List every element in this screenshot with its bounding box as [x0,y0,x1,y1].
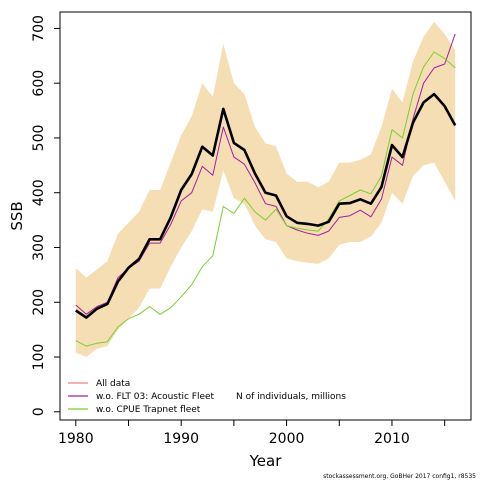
uncertainty-band-layer [75,21,456,358]
series-layer [75,33,457,347]
base-estimate-line [75,92,457,319]
x-tick-label: 1980 [58,431,94,447]
y-tick-label: 200 [31,289,47,316]
confidence-band [75,21,456,358]
y-tick-label: 0 [31,407,47,416]
y-tick-label: 600 [31,70,47,97]
y-tick-label: 400 [31,179,47,206]
y-tick-label: 300 [31,234,47,261]
y-tick-label: 500 [31,125,47,152]
y-axis-label: SSB [8,201,26,230]
y-axis: 0 100 200 300 400 500 600 700 [31,15,60,416]
legend-label: All data [96,379,130,389]
legend: All data w.o. FLT 03: Acoustic Fleet w.o. … [68,379,346,415]
y-tick-label: 700 [31,15,47,42]
series-line-1 [75,33,456,315]
series-line-2 [75,51,456,347]
x-tick-label: 1990 [163,431,199,447]
x-axis-label: Year [249,452,283,470]
x-tick-label: 2000 [269,431,305,447]
plot-frame [59,11,472,421]
legend-label: w.o. CPUE Trapnet fleet [96,405,201,415]
x-tick-label: 2010 [374,431,410,447]
legend-extra-note: N of individuals, millions [236,392,346,402]
legend-label: w.o. FLT 03: Acoustic Fleet [96,392,215,402]
credit-text: stockassessment.org, GoBHer 2017 config1… [323,473,476,480]
x-axis: 1980 1990 2000 2010 [58,420,446,447]
y-tick-label: 100 [31,344,47,371]
